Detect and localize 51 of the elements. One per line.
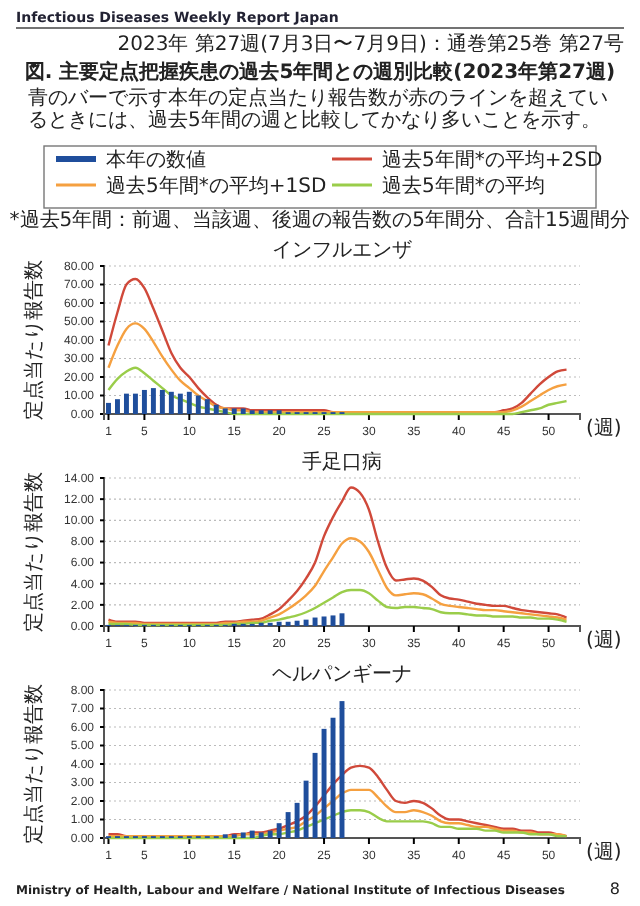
x-axis-title: (週) xyxy=(586,418,622,440)
bar xyxy=(222,408,228,414)
bar xyxy=(294,802,300,838)
bar xyxy=(150,388,156,414)
line-series xyxy=(107,322,568,414)
text: 8 xyxy=(609,880,620,898)
bar xyxy=(249,830,255,838)
line-series xyxy=(107,588,568,627)
legend-label: 本年の数値 xyxy=(106,148,206,172)
legend-label: 過去5年間*の平均+2SD xyxy=(382,148,603,172)
chart-title: インフルエンザ xyxy=(272,240,412,262)
bar xyxy=(115,399,120,414)
bar xyxy=(132,393,138,414)
text: 2023年 第27週(7月3日〜7月9日)：通巻第25巻 第27号 xyxy=(117,32,624,56)
legend-label: 過去5年間*の平均 xyxy=(382,174,545,198)
text: 図. 主要定点把握疾患の過去5年間との週別比較(2023年第27週) xyxy=(24,60,616,84)
bar xyxy=(159,389,165,414)
y-axis-title: 定点当たり報告数 xyxy=(22,472,46,632)
line-series xyxy=(107,366,568,416)
bar xyxy=(213,404,219,414)
x-axis-title: (週) xyxy=(586,630,622,652)
x-axis-title: (週) xyxy=(586,842,622,864)
bar xyxy=(168,391,174,414)
line-series xyxy=(107,537,568,626)
bar xyxy=(123,393,129,414)
bar xyxy=(106,402,111,414)
line-series xyxy=(107,809,568,840)
bar xyxy=(321,728,327,838)
y-axis-title: 定点当たり報告数 xyxy=(22,684,46,844)
chart-title: ヘルパンギーナ xyxy=(272,662,412,686)
bar xyxy=(267,830,273,838)
bar xyxy=(276,823,282,838)
bar xyxy=(231,408,237,414)
bar xyxy=(312,752,318,838)
bar xyxy=(303,780,309,838)
bar xyxy=(177,393,183,414)
chart-title: 手足口病 xyxy=(302,450,382,474)
bar xyxy=(204,399,210,414)
text: *過去5年間：前週、当該週、後週の報告数の5年間分、合計15週間分 xyxy=(9,208,631,232)
line-series xyxy=(107,486,568,625)
y-axis-title: 定点当たり報告数 xyxy=(22,260,46,420)
bar xyxy=(240,408,246,414)
bar xyxy=(258,832,264,838)
bar xyxy=(195,395,201,414)
line-series xyxy=(107,788,568,838)
bar xyxy=(186,391,192,414)
text: 青のバーで示す本年の定点当たり報告数が赤のラインを超えているときには、過去5年間の週と比較してかなり多いことを示す。 xyxy=(28,86,608,132)
bar xyxy=(141,389,147,414)
legend-label: 過去5年間*の平均+1SD xyxy=(106,174,327,198)
bar xyxy=(285,812,291,838)
bar xyxy=(240,832,246,838)
